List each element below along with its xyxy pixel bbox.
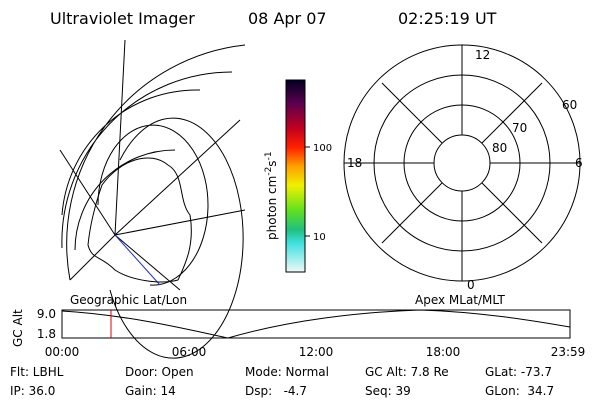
mlat-label: 80 <box>492 141 507 155</box>
colorbar-scale <box>285 79 306 273</box>
mlt-label: 12 <box>475 48 490 62</box>
y-axis-label: GC Alt <box>11 309 25 347</box>
colorbar-label: photon cm-2s-1 <box>264 151 279 240</box>
info: Flt: LBHL Door: Open Mode: Normal GC Alt… <box>10 365 554 398</box>
polar-map: 12 18 6 0 60 70 80 Apex MLat/MLT <box>343 44 583 307</box>
info-item: IP: 36.0 <box>10 384 55 398</box>
mlt-label: 18 <box>347 156 362 170</box>
x-tick-label: 18:00 <box>426 345 461 359</box>
x-tick-label: 12:00 <box>299 345 334 359</box>
y-tick-label: 1.8 <box>37 327 56 341</box>
colorbar-tick-label: 100 <box>313 143 332 154</box>
date: 08 Apr 07 <box>248 9 327 28</box>
colorbar: 100 10 photon cm-2s-1 <box>264 79 332 273</box>
altitude-plot: GC Alt 9.0 1.8 00:00 06:00 12:00 18:00 2… <box>11 307 585 359</box>
x-tick-label: 06:00 <box>172 345 207 359</box>
unit: s <box>265 160 279 166</box>
x-tick-label: 23:59 <box>551 345 586 359</box>
title: Ultraviolet Imager <box>50 9 195 28</box>
info-item: Door: Open <box>125 365 194 379</box>
unit: photon cm <box>265 176 279 240</box>
x-tick-label: 00:00 <box>45 345 80 359</box>
colorbar-tick-label: 10 <box>313 232 326 243</box>
mlt-label: 6 <box>575 156 583 170</box>
exponent: -1 <box>264 151 274 160</box>
info-item: GLon: 34.7 <box>485 384 554 398</box>
exponent: -2 <box>264 167 274 176</box>
y-tick-label: 9.0 <box>37 307 56 321</box>
mlat-label: 60 <box>562 98 577 112</box>
info-item: Flt: LBHL <box>10 365 64 379</box>
mlt-label: 0 <box>467 278 475 292</box>
info-item: Dsp: -4.7 <box>245 384 307 398</box>
info-item: Gain: 14 <box>125 384 176 398</box>
info-item: GC Alt: 7.8 Re <box>365 365 449 379</box>
time: 02:25:19 UT <box>398 9 497 28</box>
geo-label: Geographic Lat/Lon <box>70 293 187 307</box>
geo-map: Geographic Lat/Lon <box>59 39 246 359</box>
info-item: Mode: Normal <box>245 365 329 379</box>
info-item: GLat: -73.7 <box>485 365 552 379</box>
info-item: Seq: 39 <box>365 384 411 398</box>
polar-label: Apex MLat/MLT <box>415 293 505 307</box>
mlat-label: 70 <box>512 121 527 135</box>
